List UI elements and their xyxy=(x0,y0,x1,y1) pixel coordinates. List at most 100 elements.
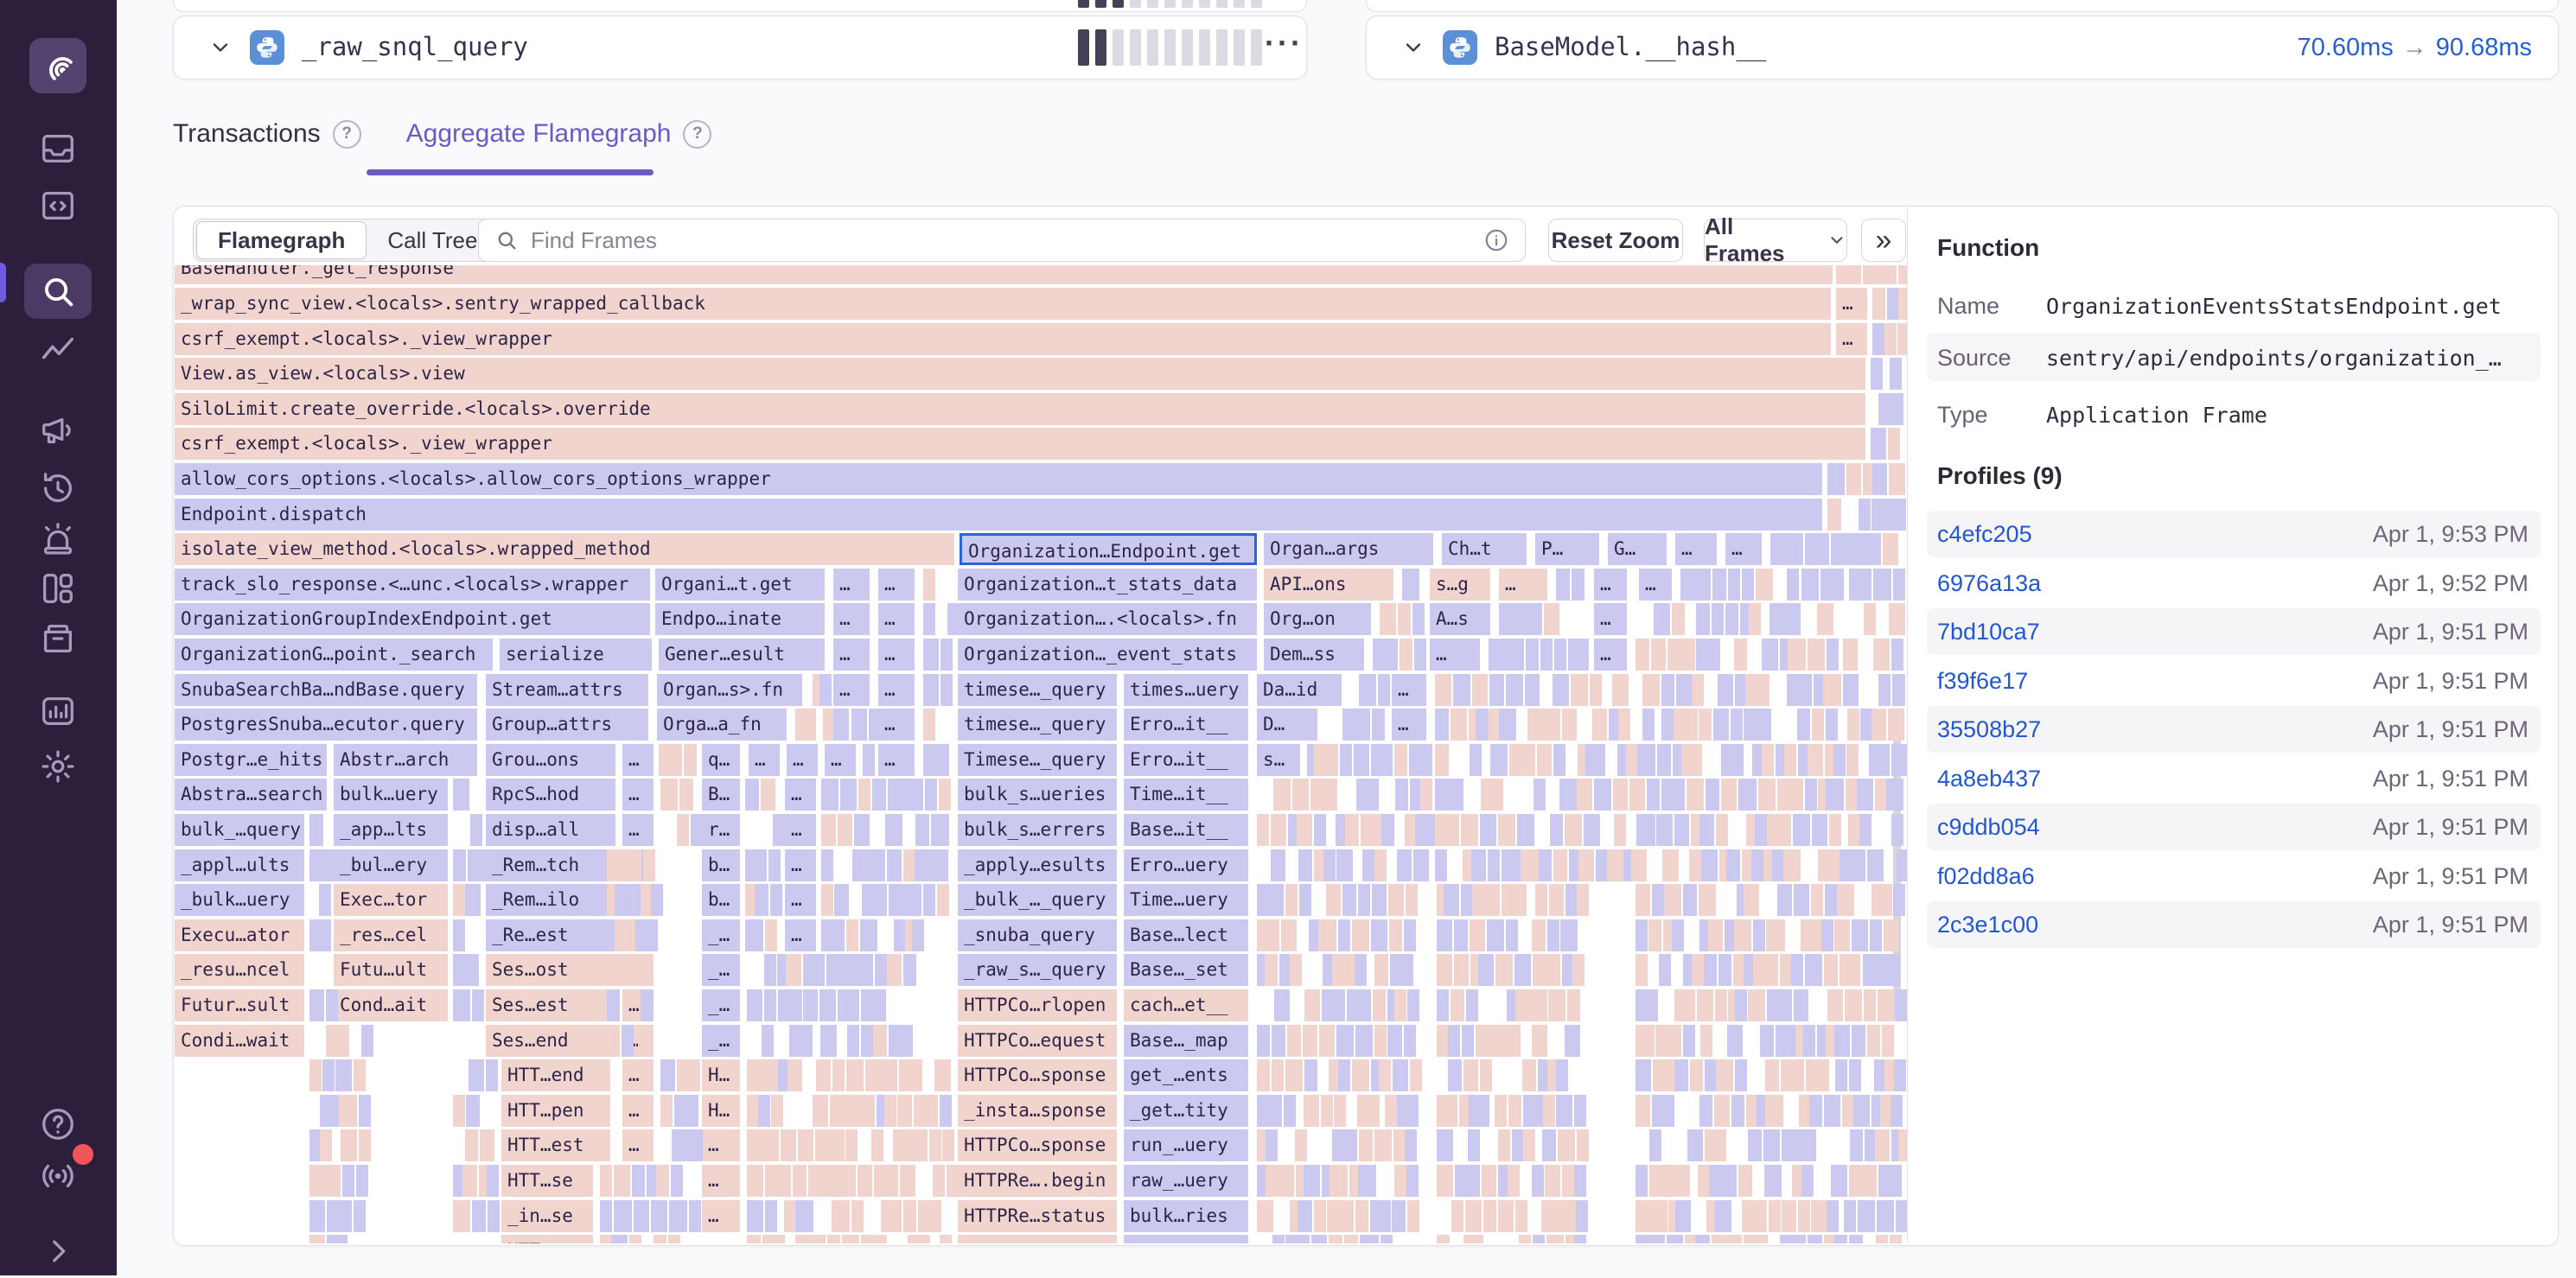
frame-cell[interactable] xyxy=(1437,919,1452,951)
frame-cell[interactable] xyxy=(1766,989,1779,1021)
frame-cell[interactable] xyxy=(1716,1059,1734,1092)
frame-cell[interactable] xyxy=(335,1235,348,1243)
frame-cell[interactable] xyxy=(1825,709,1838,741)
frame-cell[interactable] xyxy=(1281,919,1297,951)
frame-cell[interactable] xyxy=(1636,884,1650,917)
frame-cell[interactable] xyxy=(1264,954,1278,987)
frame-cell[interactable] xyxy=(1743,709,1756,741)
frame-cell[interactable] xyxy=(922,884,936,917)
sidebar-item-dashboards[interactable] xyxy=(29,562,86,615)
frame-cell[interactable] xyxy=(1890,1094,1903,1127)
frame-cell[interactable]: … xyxy=(833,673,870,706)
frame-cell[interactable] xyxy=(1862,265,1875,284)
frame-cell[interactable] xyxy=(641,989,654,1021)
frame-cell[interactable] xyxy=(1589,673,1602,706)
frame-cell[interactable] xyxy=(1682,989,1696,1021)
frame-cell[interactable] xyxy=(1310,1235,1328,1243)
frame-cell[interactable] xyxy=(1651,884,1664,917)
frame-cell[interactable] xyxy=(1453,954,1470,987)
frame-cell[interactable] xyxy=(1537,743,1552,776)
frame-cell[interactable] xyxy=(1886,779,1903,811)
frame-cell[interactable] xyxy=(1884,954,1900,987)
frame-cell[interactable] xyxy=(1708,919,1724,951)
frame-cell[interactable]: RpcS…hod xyxy=(486,779,615,811)
frame-cell[interactable] xyxy=(1888,709,1905,741)
frame-cell[interactable] xyxy=(341,1165,354,1197)
frame-cell[interactable] xyxy=(1656,814,1673,846)
frame-cell[interactable] xyxy=(1444,884,1459,917)
frame-cell[interactable] xyxy=(1356,1094,1369,1127)
frame-cell[interactable] xyxy=(1285,884,1298,917)
frame-cell[interactable] xyxy=(1407,989,1420,1021)
frame-cell[interactable] xyxy=(764,954,777,987)
frame-cell[interactable] xyxy=(1371,919,1388,951)
frame-cell[interactable]: … xyxy=(1499,568,1547,601)
frame-cell[interactable] xyxy=(677,1059,690,1092)
frame-cell[interactable] xyxy=(1515,1199,1528,1232)
frame-cell[interactable] xyxy=(1497,1129,1511,1162)
frame-cell[interactable] xyxy=(614,884,627,917)
frame-cell[interactable] xyxy=(660,1059,676,1092)
frame-cell[interactable] xyxy=(857,1165,873,1197)
frame-cell[interactable] xyxy=(1691,673,1704,706)
frame-cell[interactable] xyxy=(1757,779,1776,811)
frame-cell[interactable] xyxy=(863,743,875,776)
frame-cell[interactable] xyxy=(1405,814,1418,846)
frame-cell[interactable] xyxy=(1783,743,1797,776)
frame-cell[interactable] xyxy=(1359,673,1376,706)
frame-cell[interactable] xyxy=(1558,1129,1575,1162)
frame-cell[interactable] xyxy=(1372,989,1386,1021)
frame-cell[interactable] xyxy=(1787,779,1804,811)
frame-cell[interactable]: … xyxy=(833,568,870,601)
profile-id-link[interactable]: f39f6e17 xyxy=(1937,667,2029,694)
frame-cell[interactable]: _appl…ults xyxy=(175,849,304,881)
frame-cell[interactable] xyxy=(1387,1024,1403,1057)
frame-cell[interactable] xyxy=(1613,814,1626,846)
frame-cell[interactable]: timese…_query xyxy=(958,709,1117,741)
frame-cell[interactable] xyxy=(487,1165,500,1197)
frame-cell[interactable] xyxy=(1800,1129,1816,1162)
frame-cell[interactable]: … xyxy=(785,814,816,846)
frame-cell[interactable] xyxy=(1565,1024,1580,1057)
frame-cell[interactable] xyxy=(1625,743,1638,776)
frame-cell[interactable] xyxy=(1532,1024,1547,1057)
frame-cell[interactable] xyxy=(1379,743,1393,776)
frame-cell[interactable] xyxy=(1790,1235,1806,1243)
frame-cell[interactable] xyxy=(1760,1024,1774,1057)
frame-cell[interactable] xyxy=(1533,954,1546,987)
frame-cell[interactable] xyxy=(1488,709,1501,741)
frame-cell[interactable] xyxy=(1437,1235,1451,1243)
frame-cell[interactable] xyxy=(1447,1059,1462,1092)
frame-cell[interactable] xyxy=(1544,1165,1560,1197)
frame-cell[interactable] xyxy=(318,919,331,951)
frame-cell[interactable] xyxy=(1888,392,1903,425)
frame-cell[interactable] xyxy=(1543,603,1560,636)
frame-cell[interactable] xyxy=(1892,673,1905,706)
frame-cell[interactable] xyxy=(1883,498,1896,531)
frame-cell[interactable] xyxy=(1549,884,1565,917)
frame-cell[interactable]: Erro…it__ xyxy=(1124,743,1248,776)
frame-cell[interactable] xyxy=(1851,1024,1865,1057)
frame-cell[interactable] xyxy=(1319,1024,1336,1057)
frame-cell[interactable]: B… xyxy=(702,779,740,811)
frame-cell[interactable] xyxy=(1897,849,1907,881)
frame-cell[interactable] xyxy=(1761,743,1774,776)
frame-cell[interactable] xyxy=(1629,779,1646,811)
frame-cell[interactable] xyxy=(1884,919,1899,951)
frame-cell[interactable] xyxy=(453,779,469,811)
frame-cell[interactable] xyxy=(1692,954,1705,987)
frame-cell[interactable] xyxy=(1797,1199,1810,1232)
frame-cell[interactable] xyxy=(1393,743,1407,776)
frame-cell[interactable] xyxy=(1733,954,1746,987)
frame-cell[interactable] xyxy=(1542,1129,1557,1162)
frame-cell[interactable] xyxy=(1865,1129,1878,1162)
frame-cell[interactable] xyxy=(896,1094,912,1127)
frame-cell[interactable] xyxy=(325,989,338,1021)
frame-cell[interactable]: serialize xyxy=(500,639,652,671)
frame-cell[interactable] xyxy=(1845,989,1862,1021)
frame-cell[interactable]: … xyxy=(1594,603,1627,636)
frame-cell[interactable] xyxy=(1698,709,1712,741)
frame-cell[interactable] xyxy=(886,849,902,881)
frame-cell[interactable] xyxy=(1338,1199,1355,1232)
frame-cell[interactable] xyxy=(1447,779,1464,811)
